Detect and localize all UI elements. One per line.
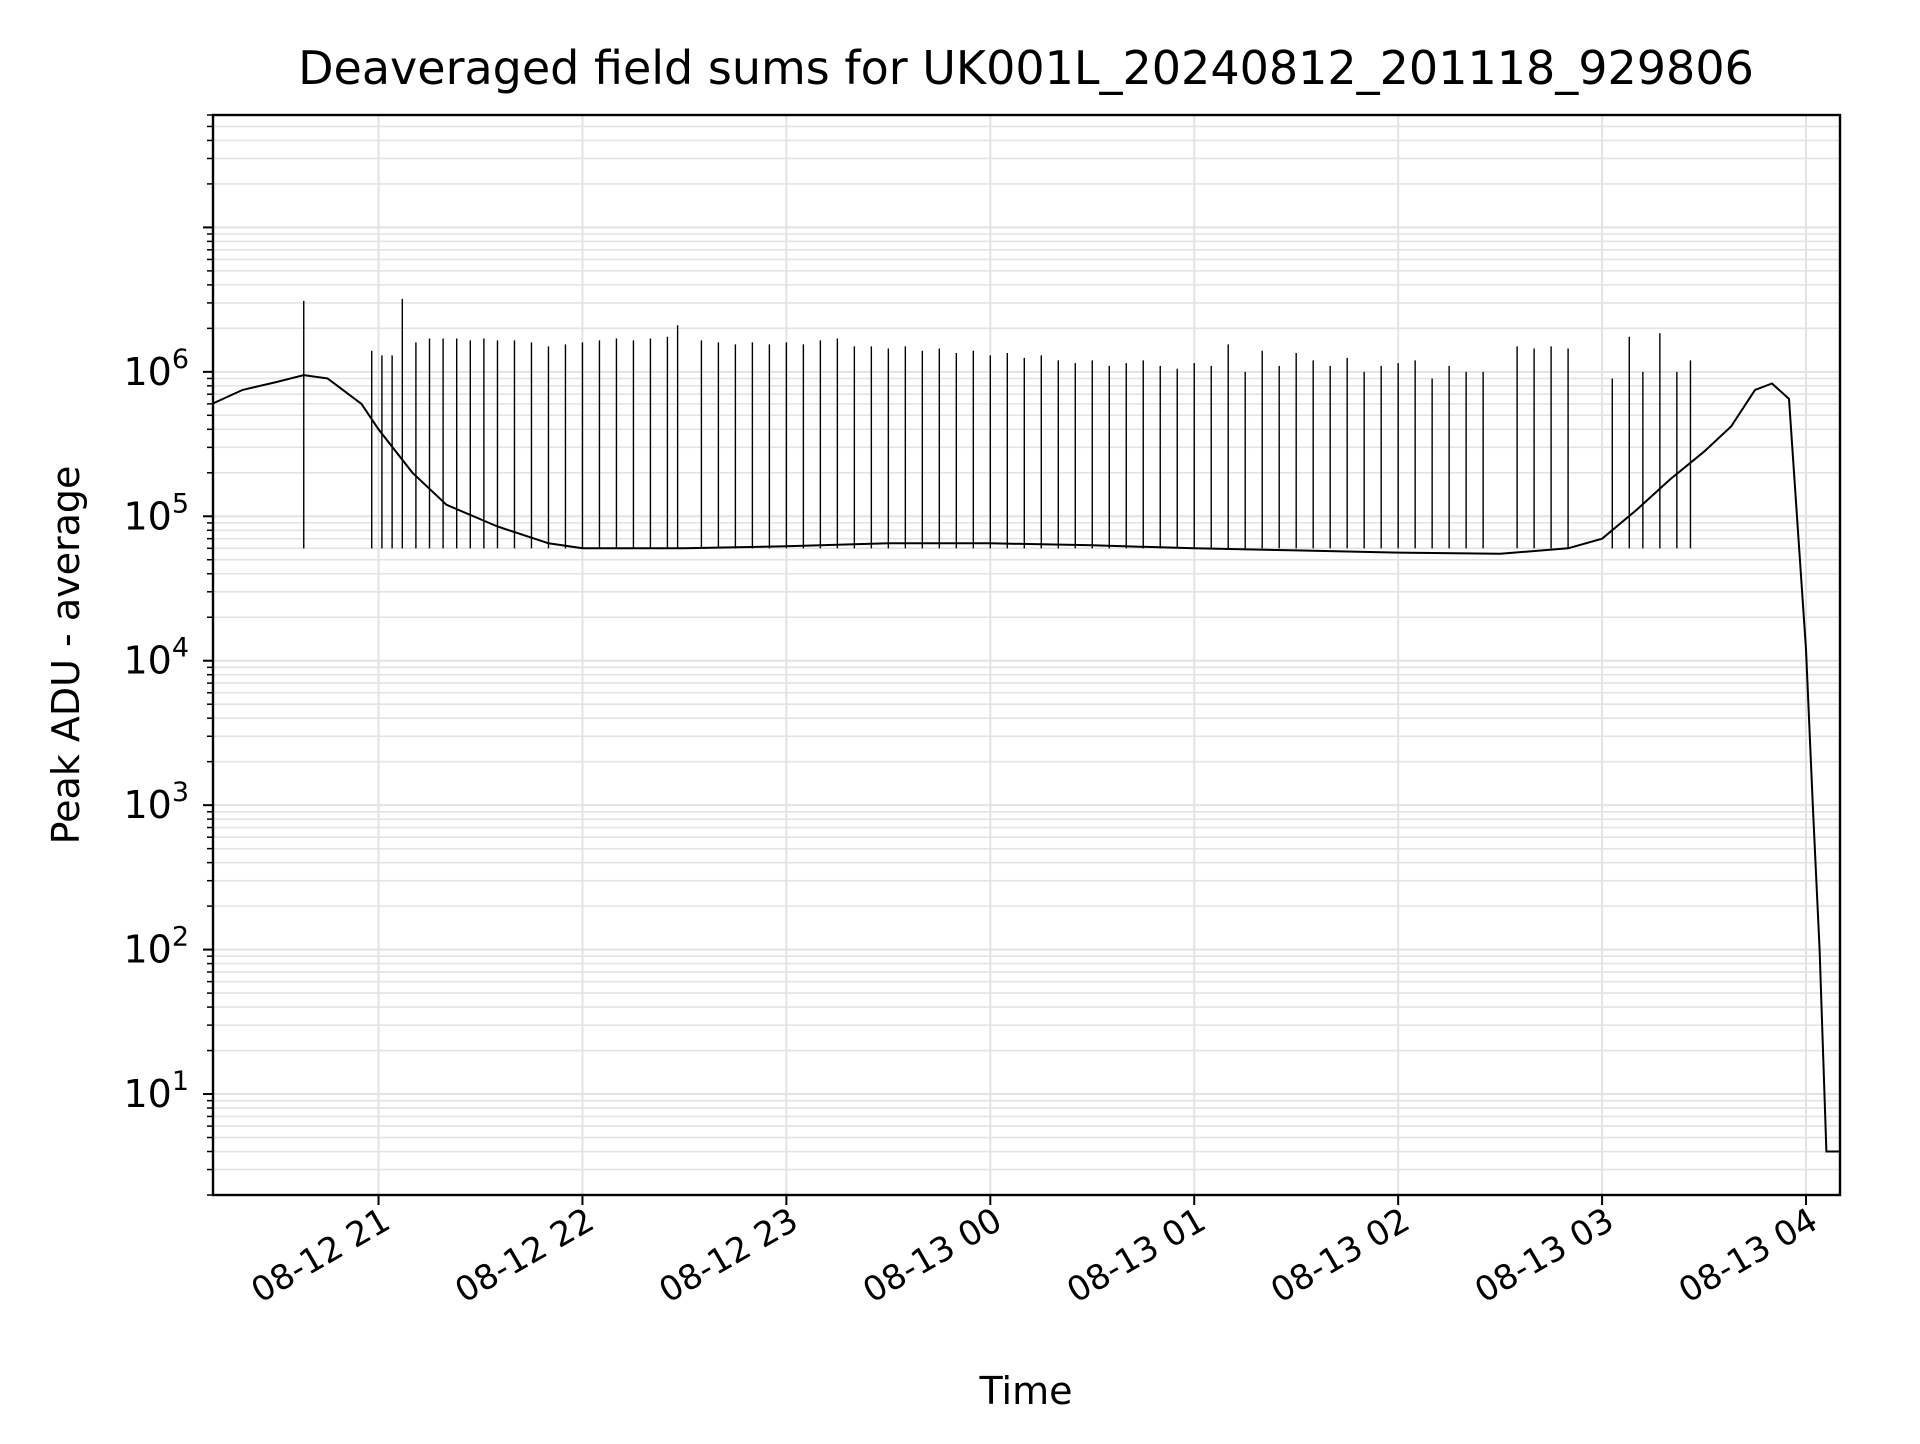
y-tick-label: 106 [123, 344, 189, 394]
y-tick-label: 103 [123, 777, 189, 827]
series-line [211, 374, 1840, 1153]
x-axis-label: Time [979, 1369, 1073, 1413]
series-layer [211, 298, 1840, 1153]
plot-frame [211, 113, 1842, 1197]
chart-title: Deaveraged field sums for UK001L_2024081… [298, 41, 1754, 95]
grid-lines [213, 114, 1840, 1196]
y-tick-label: 104 [123, 633, 189, 683]
y-tick-label: 101 [123, 1066, 189, 1116]
y-tick-label: 105 [123, 488, 189, 538]
y-axis-label: Peak ADU - average [44, 466, 88, 845]
y-tick-label: 102 [123, 922, 189, 972]
